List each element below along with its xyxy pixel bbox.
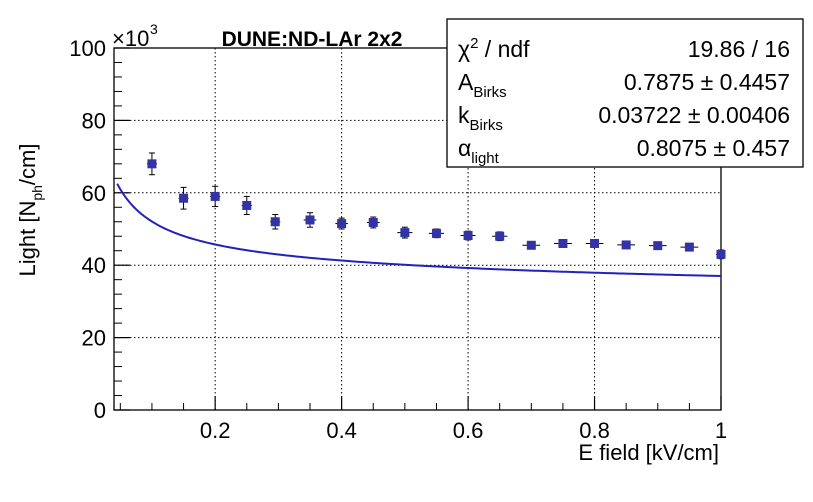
point-marker <box>716 249 726 259</box>
data-point <box>397 226 413 239</box>
point-marker <box>684 242 694 252</box>
point-marker <box>653 241 663 251</box>
point-marker <box>558 238 568 248</box>
point-marker <box>337 219 347 229</box>
stats-row: αlight 0.8075 ± 0.457 <box>458 135 790 167</box>
x-tick-label: 0.2 <box>200 418 231 443</box>
data-point <box>146 152 157 176</box>
y-axis-title-tail: /cm] <box>15 144 40 186</box>
data-point <box>366 216 380 229</box>
data-point <box>178 186 189 210</box>
point-marker <box>431 228 441 238</box>
point-marker <box>526 240 536 250</box>
stats-label: χ2 / ndf <box>458 35 530 62</box>
point-marker <box>210 191 220 201</box>
point-marker <box>495 231 505 241</box>
data-points <box>146 152 726 260</box>
x-tick-label: 1 <box>715 418 727 443</box>
x-tick-label: 0.6 <box>453 418 484 443</box>
data-point <box>522 240 541 250</box>
y-tick-label: 0 <box>94 398 106 423</box>
y-multiplier-exponent: 3 <box>150 21 158 37</box>
point-marker <box>242 200 252 210</box>
point-marker <box>400 228 410 238</box>
svg-text:Light [Nph/cm]: Light [Nph/cm] <box>15 144 45 277</box>
x-tick-label: 0.4 <box>326 418 357 443</box>
data-point <box>492 231 508 242</box>
point-marker <box>590 238 600 248</box>
y-tick-label: 60 <box>82 181 106 206</box>
stats-value: 0.7875 ± 0.4457 <box>624 69 790 95</box>
y-axis-title: Light [Nph/cm] <box>15 144 45 277</box>
stats-value: 0.8075 ± 0.457 <box>637 135 790 161</box>
data-point <box>585 238 604 248</box>
point-marker <box>270 217 280 227</box>
y-tick-label: 100 <box>69 36 106 61</box>
data-point <box>617 240 636 250</box>
y-tick-label: 80 <box>82 108 106 133</box>
stats-box-frame <box>446 18 804 168</box>
point-marker <box>179 193 189 203</box>
chart-title: DUNE:ND-LAr 2x2 <box>222 28 403 51</box>
data-point <box>241 195 252 216</box>
axis-ticks: 0.2 0.4 0.6 0.8 1 0 20 40 60 80 100 <box>69 36 727 443</box>
point-marker <box>305 215 315 225</box>
stats-row: χ2 / ndf 19.86 / 16 <box>458 35 790 62</box>
stats-row: kBirks 0.03722 ± 0.00406 <box>458 102 790 134</box>
stats-value: 19.86 / 16 <box>688 36 790 62</box>
data-point <box>335 217 348 230</box>
data-point <box>680 242 699 252</box>
y-tick-label: 40 <box>82 253 106 278</box>
point-marker <box>147 159 157 169</box>
x-axis-title: E field [kV/cm] <box>578 440 719 465</box>
stats-box: χ2 / ndf 19.86 / 16 ABirks 0.7875 ± 0.4457 k… <box>446 18 804 168</box>
y-axis-title-main: Light [N <box>15 201 40 277</box>
data-point <box>210 185 221 208</box>
data-point <box>715 249 726 260</box>
data-point <box>428 228 445 239</box>
y-tick-label: 20 <box>82 326 106 351</box>
fit-curve <box>116 183 722 277</box>
stats-row: ABirks 0.7875 ± 0.4457 <box>458 69 790 101</box>
data-point <box>270 214 281 230</box>
stats-value: 0.03722 ± 0.00406 <box>598 102 790 128</box>
point-marker <box>368 217 378 227</box>
y-axis-title-sub: ph <box>29 185 45 201</box>
data-point <box>460 230 476 241</box>
y-multiplier: ×10 <box>112 26 149 51</box>
point-marker <box>463 231 473 241</box>
stats-label: αlight <box>458 135 500 167</box>
data-point <box>648 241 667 251</box>
stats-label: ABirks <box>458 69 507 101</box>
point-marker <box>621 240 631 250</box>
data-point <box>554 238 572 248</box>
x-tick-label: 0.8 <box>579 418 610 443</box>
fit-curve-group <box>116 183 722 277</box>
data-point <box>303 212 317 228</box>
stats-label: kBirks <box>458 102 503 134</box>
